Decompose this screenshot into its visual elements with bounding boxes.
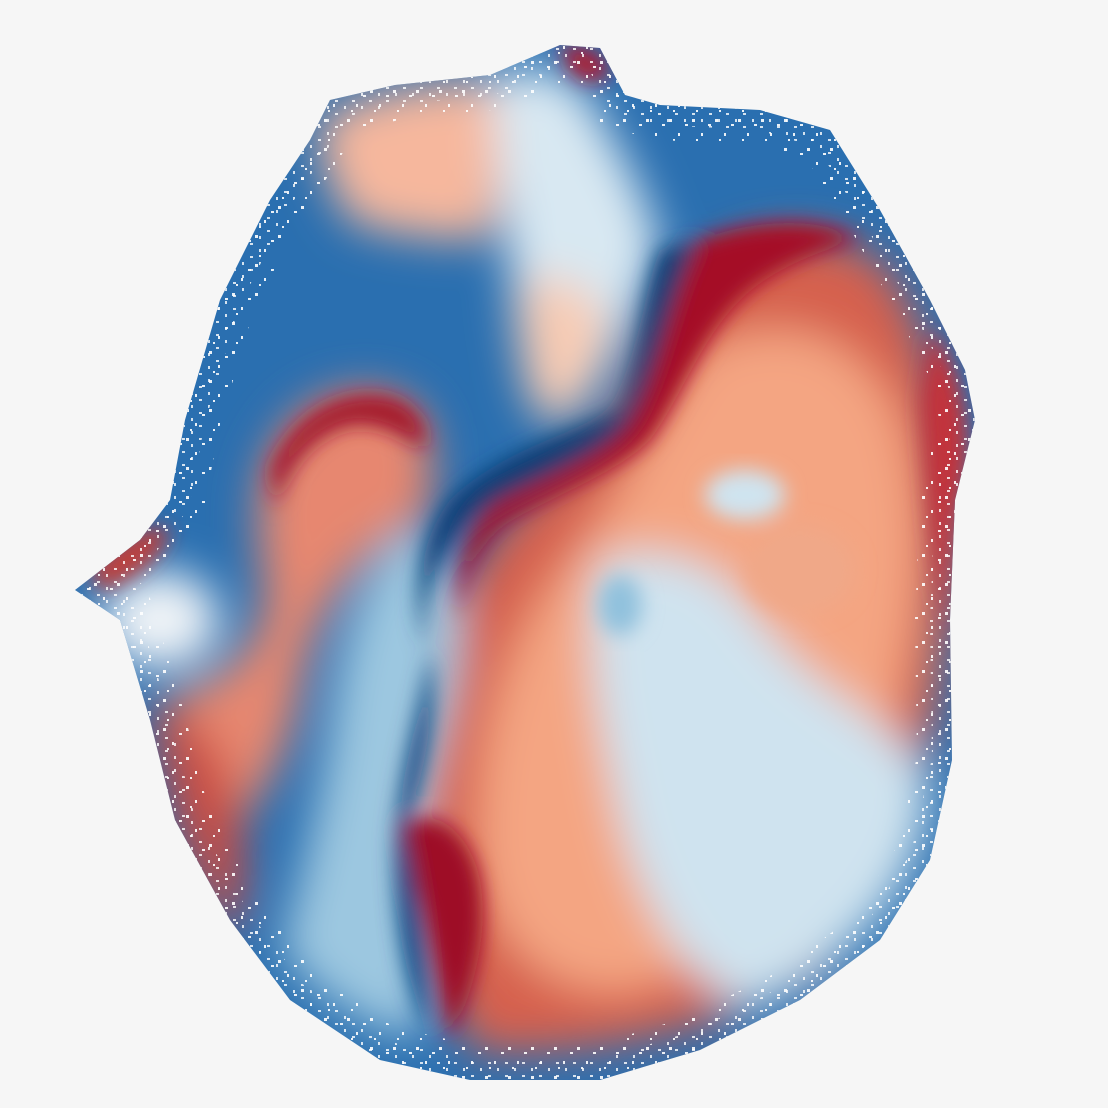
- image-canvas: [75, 45, 975, 1080]
- phase-field: [75, 45, 975, 1080]
- phase-map-image: [75, 45, 975, 1080]
